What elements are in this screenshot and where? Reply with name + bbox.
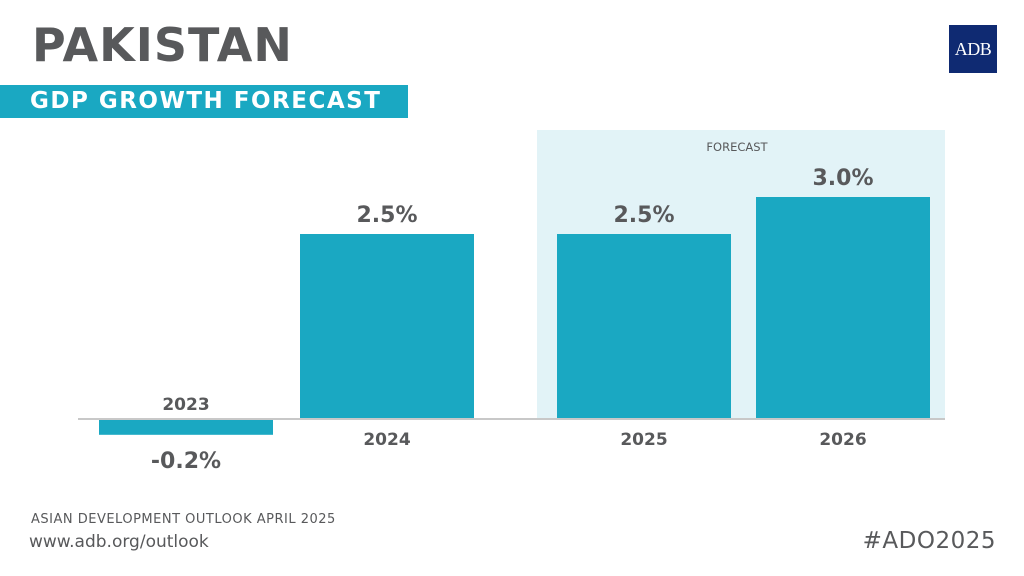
chart-subtitle: GDP GROWTH FORECAST	[30, 88, 382, 114]
bar-2023	[99, 420, 273, 435]
value-label-2025: 2.5%	[613, 203, 674, 228]
bar-2026	[756, 197, 930, 419]
bar-2024	[300, 234, 474, 419]
category-label-2023: 2023	[162, 395, 209, 415]
subtitle-band: GDP GROWTH FORECAST	[0, 85, 408, 118]
hashtag: #ADO2025	[862, 528, 996, 554]
value-label-2026: 3.0%	[812, 166, 873, 191]
bar-chart: FORECAST -0.2% 2023 2.5% 2024 2.5% 2025 3.0% 20…	[78, 130, 945, 474]
category-label-2025: 2025	[620, 430, 667, 450]
adb-logo: ADB	[949, 25, 997, 73]
bar-2025	[557, 234, 731, 419]
forecast-label: FORECAST	[706, 140, 768, 154]
source-note: ASIAN DEVELOPMENT OUTLOOK APRIL 2025	[31, 512, 336, 527]
value-label-2023: -0.2%	[151, 449, 221, 474]
value-label-2024: 2.5%	[356, 203, 417, 228]
adb-logo-text: ADB	[954, 38, 992, 59]
category-label-2024: 2024	[363, 430, 410, 450]
source-url[interactable]: www.adb.org/outlook	[29, 532, 209, 552]
page-title: PAKISTAN	[32, 18, 293, 72]
category-label-2026: 2026	[819, 430, 866, 450]
